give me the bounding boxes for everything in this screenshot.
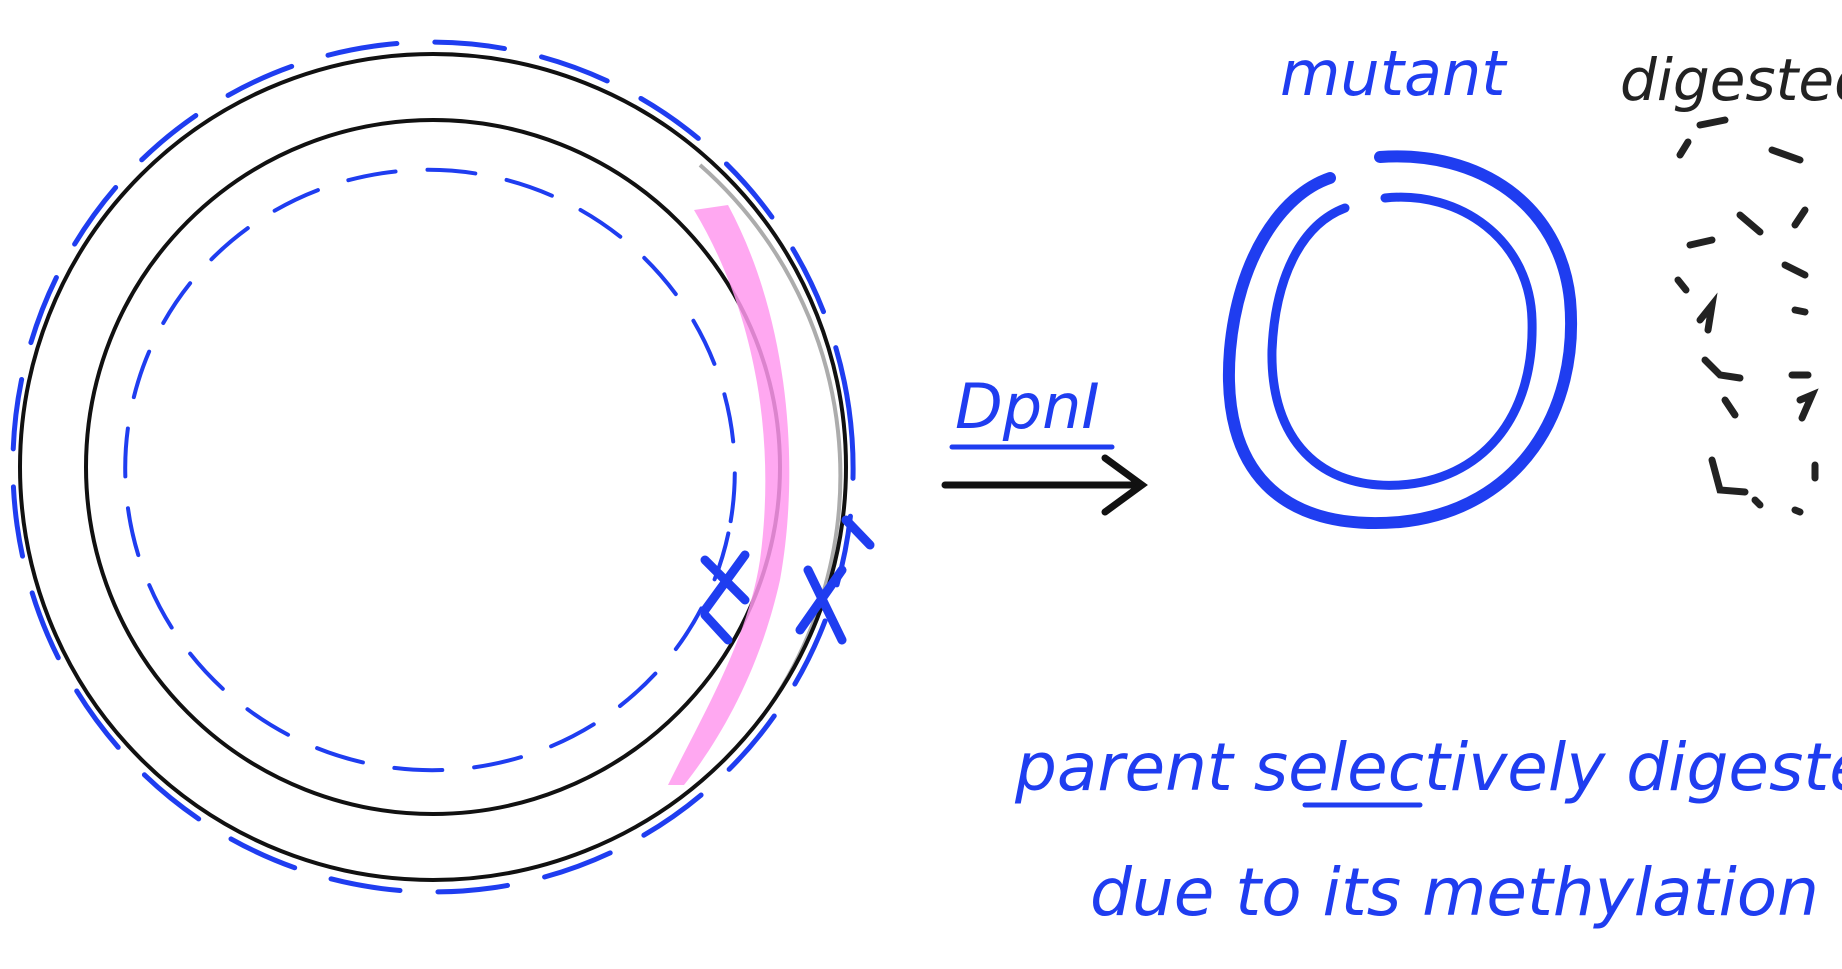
caption-line-1: parent selectively digested	[1014, 729, 1842, 806]
right-arrow-icon	[941, 454, 1148, 516]
outer-new-strand	[10, 39, 856, 895]
parental-plasmid	[10, 39, 875, 895]
mutation-region-highlight	[668, 205, 790, 785]
mutant-outer-strand	[1223, 150, 1577, 529]
digested-fragments	[1674, 116, 1819, 516]
outer-parent-strand	[18, 52, 848, 882]
x-mark-icon	[700, 550, 750, 645]
enzyme-label: DpnI	[955, 370, 1100, 443]
outer-parent-strand-overlay	[698, 163, 843, 722]
caption-line-2: due to its methylation	[1090, 854, 1819, 931]
mutant-inner-strand	[1267, 192, 1537, 490]
inner-new-strand	[123, 167, 737, 773]
digested-label: digested	[1620, 46, 1842, 114]
mutant-label: mutant	[1280, 37, 1508, 110]
mutant-plasmid	[1223, 150, 1577, 529]
inner-parent-strand	[84, 118, 782, 816]
x-mark-icon	[795, 515, 875, 645]
